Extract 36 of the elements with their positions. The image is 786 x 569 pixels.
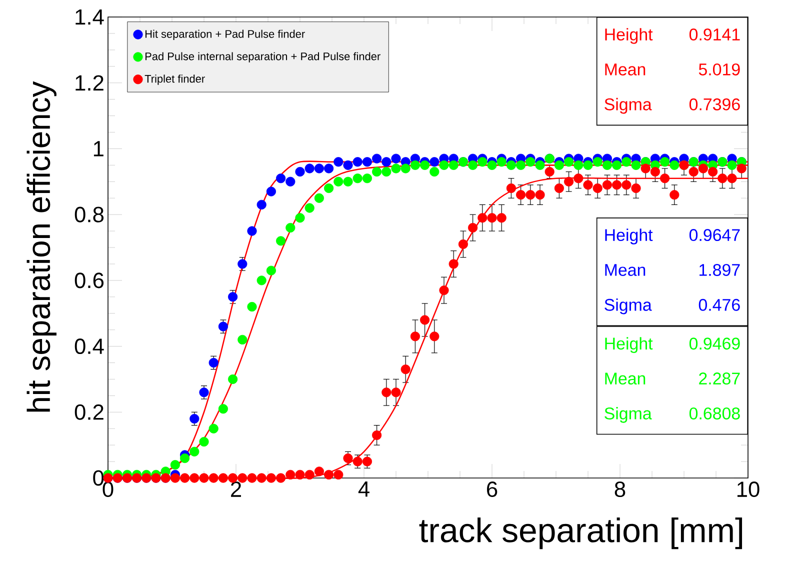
annotation: Mean <box>605 264 646 276</box>
legend-label: Hit separation + Pad Pulse finder <box>146 30 305 40</box>
annotation: 5.019 <box>698 63 740 76</box>
x-axis-title: track separation [mm] <box>419 518 742 550</box>
x-tick-label: 8 <box>614 482 626 498</box>
y-tick-label: 1.2 <box>76 75 104 91</box>
y-tick-label: 0 <box>93 470 104 486</box>
y-tick-label: 0.4 <box>74 338 104 354</box>
annotation: Sigma <box>604 407 652 423</box>
legend-label: Triplet finder <box>144 74 205 85</box>
y-tick-label: 0.8 <box>74 206 104 222</box>
x-tick-label: 2 <box>231 482 241 497</box>
annotation: 1.897 <box>700 264 740 276</box>
annotation: 0.9141 <box>689 28 740 41</box>
annotation: Mean <box>605 372 646 385</box>
annotation: Height <box>605 337 653 353</box>
annotation: Sigma <box>604 298 652 314</box>
annotation: Height <box>605 28 653 44</box>
y-tick-label: 1 <box>94 141 104 156</box>
x-tick-label: 4 <box>358 482 370 497</box>
annotation: Height <box>605 228 653 244</box>
annotation: 0.6808 <box>689 407 740 420</box>
y-tick-label: 0.2 <box>74 404 104 420</box>
x-tick-label: 10 <box>737 482 760 498</box>
annotation: 0.9647 <box>689 229 740 242</box>
annotation: Mean <box>605 64 646 76</box>
annotation: 0.9469 <box>689 338 740 350</box>
x-tick-label: 6 <box>487 482 498 498</box>
y-axis-title: hit separation efficiency <box>26 81 56 412</box>
y-tick-label: 0.6 <box>74 272 104 288</box>
annotation: 2.287 <box>699 372 740 385</box>
annotation: 0.476 <box>698 298 740 311</box>
y-tick-label: 1.4 <box>76 9 104 25</box>
legend-label: Pad Pulse internal separation + Pad Pulse finder <box>146 52 380 62</box>
annotation: 0.7396 <box>689 98 740 110</box>
annotation: Sigma <box>604 98 652 114</box>
